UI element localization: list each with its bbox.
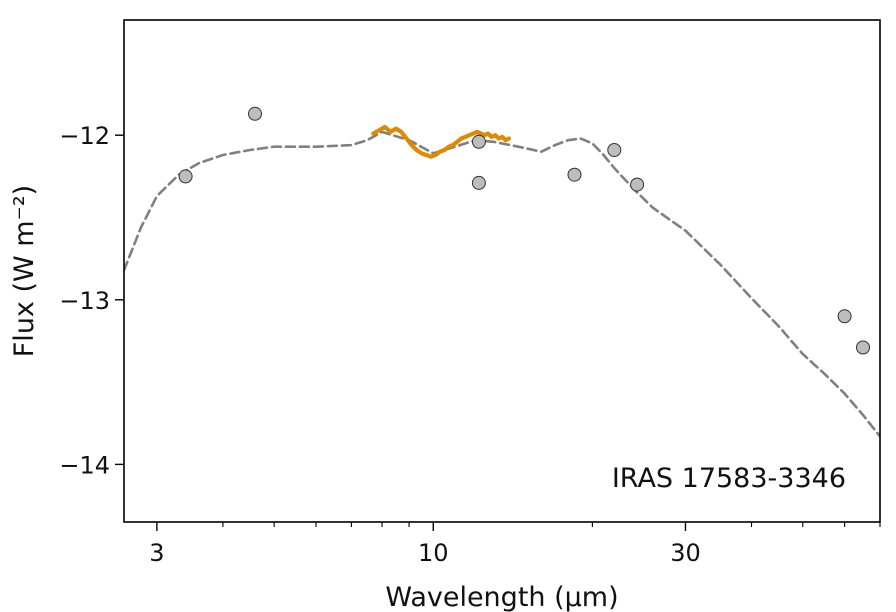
y-tick-label: −12 [59,122,110,150]
plot-background [124,20,880,522]
x-tick-label: 3 [149,539,164,567]
photometry-point [471,175,486,190]
photometry-point [248,106,262,121]
model-sed-line [124,130,880,438]
photometry-point [837,309,852,324]
annotation-label: IRAS 17583-3346 [612,463,846,494]
y-tick-label: −13 [59,287,110,315]
tick-layer: 3 10 30 −12 −13 −14 [59,122,881,567]
x-tick-label: 10 [418,539,449,567]
photometry-point [471,134,486,149]
series-layer [124,106,880,438]
y-axis-label: Flux (W m⁻²) [9,185,40,357]
plot-frame [123,19,881,523]
y-tick-label: −14 [59,451,110,479]
photometry-point [856,340,870,355]
photometry-point [567,167,582,182]
photometry-point [630,177,645,192]
x-tick-label: 30 [670,539,701,567]
photometry-point [178,169,193,184]
spectrum-line [371,124,511,159]
photometry-point [607,143,622,157]
x-axis-label: Wavelength (μm) [385,582,618,612]
